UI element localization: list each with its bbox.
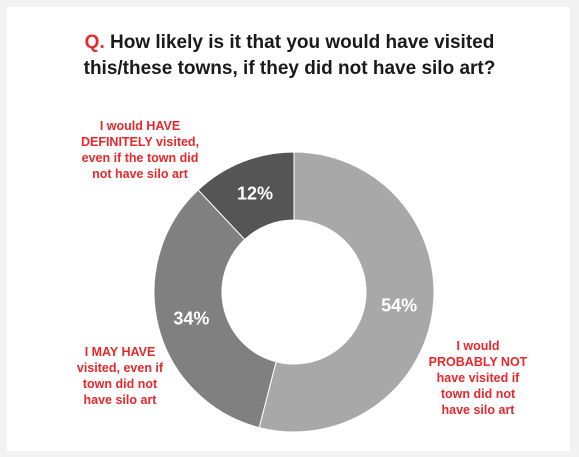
question-prefix: Q. bbox=[84, 32, 105, 53]
title-line-1: How likely is it that you would have vis… bbox=[110, 32, 495, 53]
callout-line: I MAY HAVE bbox=[84, 345, 156, 359]
callout-line: I would HAVE bbox=[99, 119, 181, 133]
callout-line: I would bbox=[456, 339, 500, 353]
slice-value-label-0: 54% bbox=[381, 295, 417, 315]
callout-line: town did not bbox=[82, 377, 158, 391]
callout-line: have visited if bbox=[436, 371, 520, 385]
callout-line: even if the town did bbox=[81, 151, 199, 165]
callout-may-have-visited: I MAY HAVE visited, even if town did not… bbox=[45, 344, 195, 408]
donut-slice-2 bbox=[197, 151, 295, 241]
chart-title: Q. How likely is it that you would have … bbox=[0, 30, 579, 82]
callout-line: DEFINITELY visited, bbox=[80, 135, 200, 149]
title-line-2: this/these towns, if they did not have s… bbox=[83, 58, 496, 79]
callout-line: PROBABLY NOT bbox=[428, 355, 528, 369]
callout-probably-not-visited: I would PROBABLY NOT have visited if tow… bbox=[408, 338, 548, 418]
donut-slice-0 bbox=[258, 151, 435, 433]
slice-value-label-1: 34% bbox=[173, 308, 209, 328]
callout-line: have silo art bbox=[441, 403, 515, 417]
callout-definitely-visited: I would HAVE DEFINITELY visited, even if… bbox=[40, 118, 240, 182]
callout-line: have silo art bbox=[83, 393, 157, 407]
callout-line: town did not bbox=[440, 387, 516, 401]
donut-slice-1 bbox=[153, 189, 277, 429]
callout-line: not have silo art bbox=[92, 167, 188, 181]
slice-value-label-2: 12% bbox=[237, 183, 273, 203]
callout-line: visited, even if bbox=[76, 361, 164, 375]
